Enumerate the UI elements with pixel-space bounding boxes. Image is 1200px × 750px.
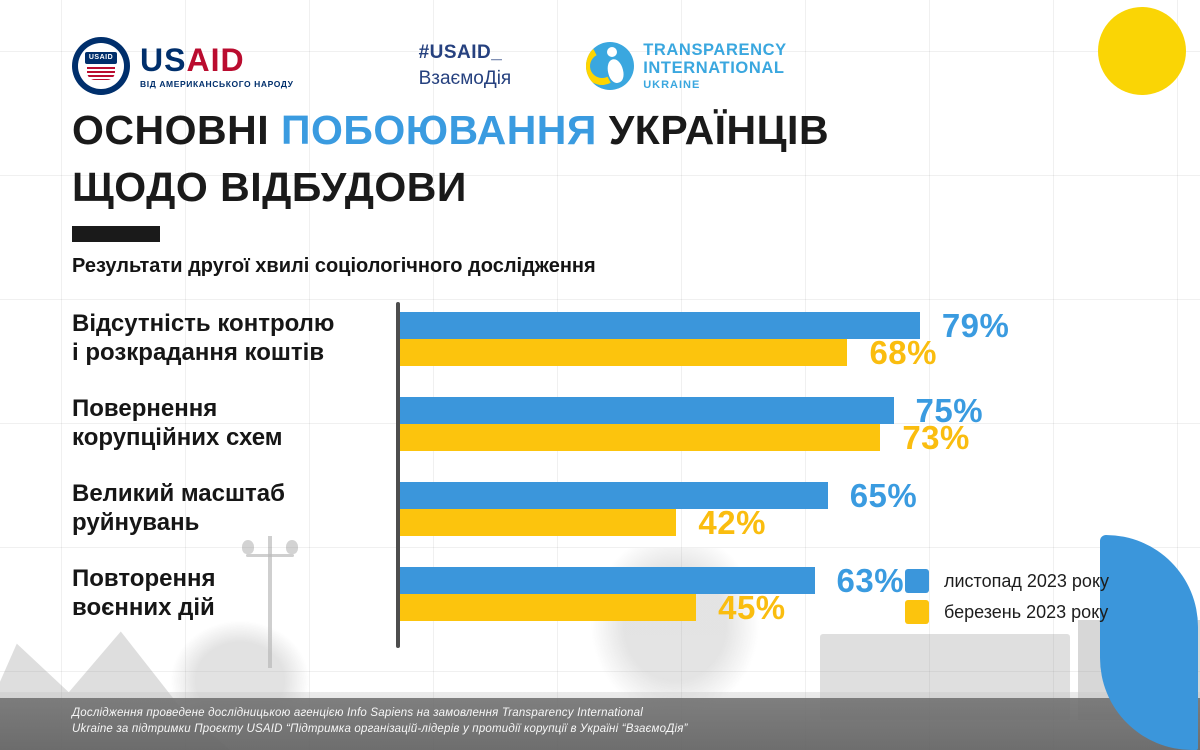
value-label: 68% xyxy=(869,333,937,371)
category-label: Повернення корупційних схем xyxy=(72,395,283,451)
legend-label-march: березень 2023 року xyxy=(944,601,1109,622)
legend-label-november: листопад 2023 року xyxy=(944,570,1110,591)
footer-credit-line1: Дослідження проведене дослідницькою аген… xyxy=(72,707,643,719)
usaid-logo: USAID USAID ВІД АМЕРИКАНСЬКОГО НАРОДУ xyxy=(72,37,294,95)
bar-march xyxy=(400,594,697,621)
value-label: 73% xyxy=(902,418,970,456)
usaid-vzaiemodiia-logo: #USAID_ ВзаємоДія xyxy=(419,42,512,90)
bar-march xyxy=(400,509,677,536)
chart-legend: листопад 2023 року березень 2023 року xyxy=(905,569,1109,631)
bar-november xyxy=(400,482,828,509)
footer-credit: Дослідження проведене дослідницькою аген… xyxy=(72,705,688,737)
page-subtitle: Результати другої хвилі соціологічного д… xyxy=(72,255,596,277)
ti-country-label: UKRAINE xyxy=(643,79,701,91)
bar-november xyxy=(400,312,920,339)
usaid-seal-label: USAID xyxy=(85,52,117,64)
bar-march xyxy=(400,339,848,366)
value-label: 65% xyxy=(849,476,918,514)
page-title-line2: ЩОДО ВІДБУДОВИ xyxy=(72,164,467,210)
value-label: 79% xyxy=(941,306,1010,344)
title-accent-bar xyxy=(72,226,160,242)
legend-swatch-november xyxy=(905,569,929,593)
footer-credit-line2: Ukraine за підтримки Проєкту USAID “Підт… xyxy=(72,723,688,735)
value-label: 63% xyxy=(836,561,905,599)
footer-band xyxy=(0,698,1200,750)
category-label: Великий масштаб руйнувань xyxy=(72,480,285,536)
transparency-international-logo: TRANSPARENCY INTERNATIONAL UKRAINE xyxy=(586,41,787,91)
chart-axis-line xyxy=(396,302,400,648)
vzaiemodiia-label: ВзаємоДія xyxy=(418,68,512,89)
category-label: Відсутність контролю і розкрадання коштів xyxy=(72,310,335,366)
legend-item-november: листопад 2023 року xyxy=(905,569,1109,593)
header: USAID USAID ВІД АМЕРИКАНСЬКОГО НАРОДУ #U… xyxy=(72,34,787,98)
legend-swatch-march xyxy=(905,600,929,624)
usaid-wordmark: USAID xyxy=(140,41,245,78)
page-title-line1: ОСНОВНІ ПОБОЮВАННЯ УКРАЇНЦІВ xyxy=(72,107,830,153)
value-label: 42% xyxy=(698,503,766,541)
usaid-seal-stripes xyxy=(87,67,115,80)
bar-chart: Відсутність контролю і розкрадання коштів… xyxy=(72,302,1132,652)
ti-name-line2: INTERNATIONAL xyxy=(643,59,785,77)
value-label: 45% xyxy=(718,588,786,626)
bar-november xyxy=(400,397,894,424)
usaid-seal-icon: USAID xyxy=(72,37,130,95)
legend-item-march: березень 2023 року xyxy=(905,600,1109,624)
bar-november xyxy=(400,567,815,594)
hashtag-usaid: #USAID_ xyxy=(418,42,503,63)
bar-march xyxy=(400,424,881,451)
yellow-circle-decoration xyxy=(1098,7,1186,95)
ti-name-line1: TRANSPARENCY xyxy=(643,41,787,59)
category-label: Повторення воєнних дій xyxy=(72,565,216,621)
value-label: 75% xyxy=(915,391,984,429)
page-title: ОСНОВНІ ПОБОЮВАННЯ УКРАЇНЦІВ ЩОДО ВІДБУД… xyxy=(72,102,829,216)
transparency-international-icon xyxy=(586,42,635,90)
usaid-tagline: ВІД АМЕРИКАНСЬКОГО НАРОДУ xyxy=(140,78,294,89)
title-highlight: ПОБОЮВАННЯ xyxy=(281,107,597,153)
